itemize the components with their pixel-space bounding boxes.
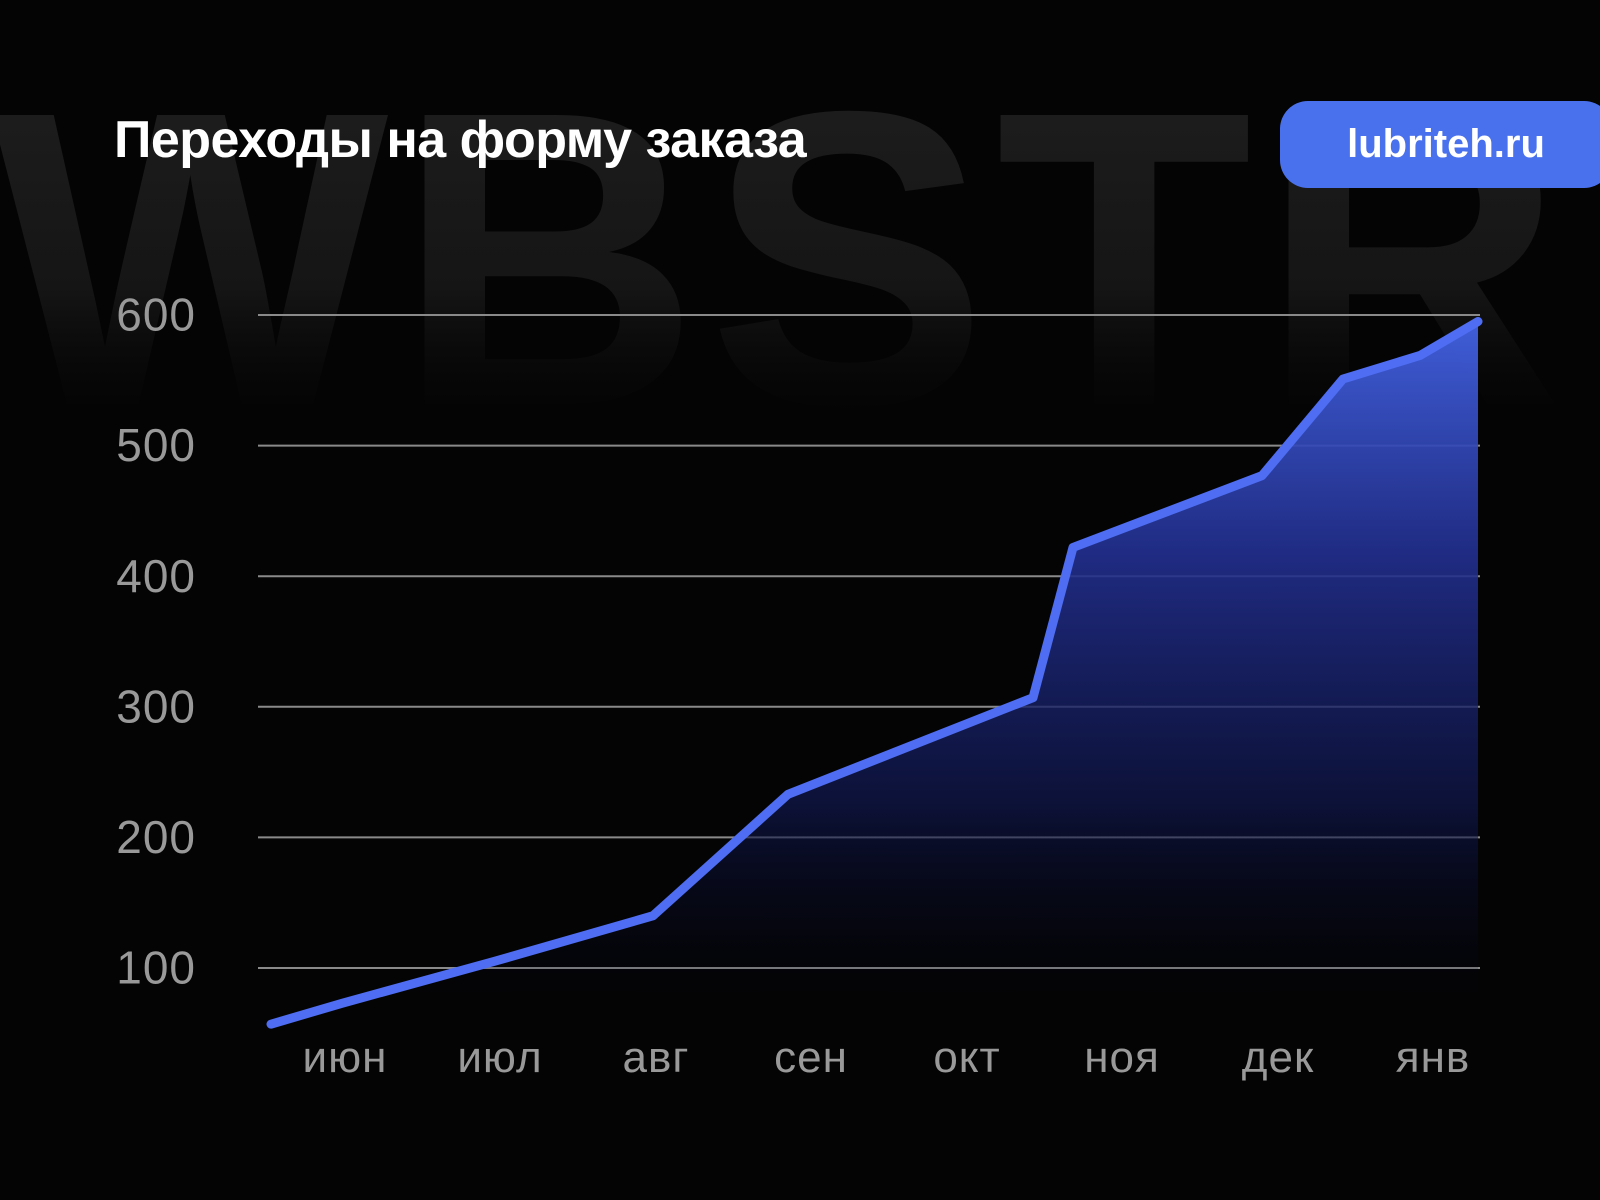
x-tick-label-июл: июл [457,1033,542,1082]
y-tick-label-500: 500 [116,419,196,471]
x-tick-label-ноя: ноя [1084,1033,1160,1082]
site-badge[interactable]: lubriteh.ru [1280,101,1600,188]
area-fill [271,321,1478,1035]
x-tick-label-янв: янв [1396,1033,1471,1082]
site-badge-label: lubriteh.ru [1347,122,1545,166]
y-tick-label-100: 100 [116,942,196,994]
y-tick-label-600: 600 [116,289,196,341]
y-tick-label-200: 200 [116,811,196,863]
trend-line [266,317,1483,1029]
y-tick-label-300: 300 [116,680,196,732]
x-tick-label-сен: сен [774,1033,848,1082]
x-tick-label-авг: авг [623,1033,690,1082]
y-tick-label-400: 400 [116,550,196,602]
page-title: Переходы на форму заказа [114,111,807,169]
x-tick-label-окт: окт [933,1033,1000,1082]
x-tick-label-июн: июн [303,1033,388,1082]
x-tick-label-дек: дек [1242,1033,1314,1082]
